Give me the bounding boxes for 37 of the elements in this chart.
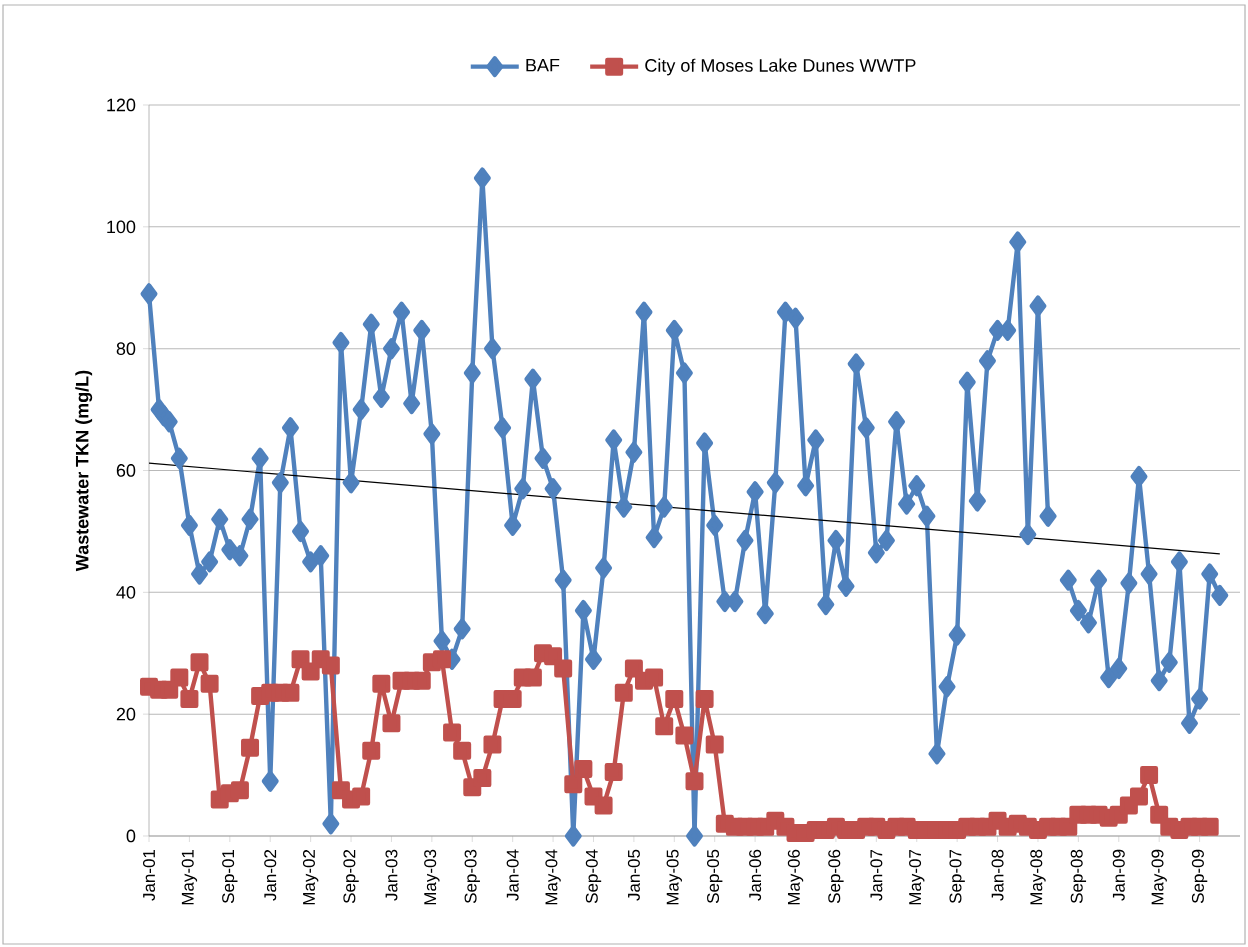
x-tick-label: Jan-09 xyxy=(1112,849,1125,901)
y-tick-label: 40 xyxy=(116,585,136,599)
x-tick-label: Jan-04 xyxy=(506,849,519,901)
x-tick-label: Sep-03 xyxy=(464,849,480,904)
x-tick-label: Sep-04 xyxy=(585,849,602,904)
x-tick-label: Jan-02 xyxy=(264,849,277,901)
x-tick-label: Jan-07 xyxy=(870,849,883,901)
x-tick-label: May-01 xyxy=(181,849,198,905)
x-tick-label: May-06 xyxy=(787,849,804,905)
x-tick-label: May-03 xyxy=(424,849,440,905)
x-tick-label: May-05 xyxy=(666,849,682,905)
y-tick-label: 60 xyxy=(116,464,136,477)
legend-label: City of Moses Lake Dunes WWTP xyxy=(645,58,916,76)
x-tick-label: Jan-01 xyxy=(143,849,156,901)
x-tick-label: Sep-09 xyxy=(1191,849,1208,904)
x-tick-label: Jan-08 xyxy=(991,849,1004,901)
x-tick-label: Jan-06 xyxy=(749,849,762,901)
x-tick-label: May-08 xyxy=(1030,849,1046,905)
y-tick-label: 80 xyxy=(116,342,136,356)
x-tick-label: Sep-01 xyxy=(222,849,238,904)
x-tick-label: Sep-08 xyxy=(1070,849,1087,904)
y-tick-label: 120 xyxy=(107,98,136,112)
y-tick-label: 100 xyxy=(107,220,136,234)
x-tick-label: Sep-07 xyxy=(949,849,965,904)
x-tick-label: Sep-06 xyxy=(828,849,844,904)
x-tick-label: Sep-02 xyxy=(343,849,359,904)
x-tick-label: Sep-05 xyxy=(707,849,723,904)
x-tick-label: Jan-05 xyxy=(627,849,640,901)
x-tick-label: May-09 xyxy=(1151,849,1167,905)
y-tick-label: 0 xyxy=(126,829,136,843)
legend-label: BAF xyxy=(526,58,560,72)
x-tick-label: Jan-03 xyxy=(385,849,398,901)
y-tick-label: 20 xyxy=(116,707,136,721)
x-tick-label: May-04 xyxy=(545,849,561,905)
y-axis-title: Wastewater TKN (mg/L) xyxy=(75,370,93,572)
x-tick-label: May-07 xyxy=(909,849,925,905)
x-tick-label: May-02 xyxy=(302,849,319,905)
